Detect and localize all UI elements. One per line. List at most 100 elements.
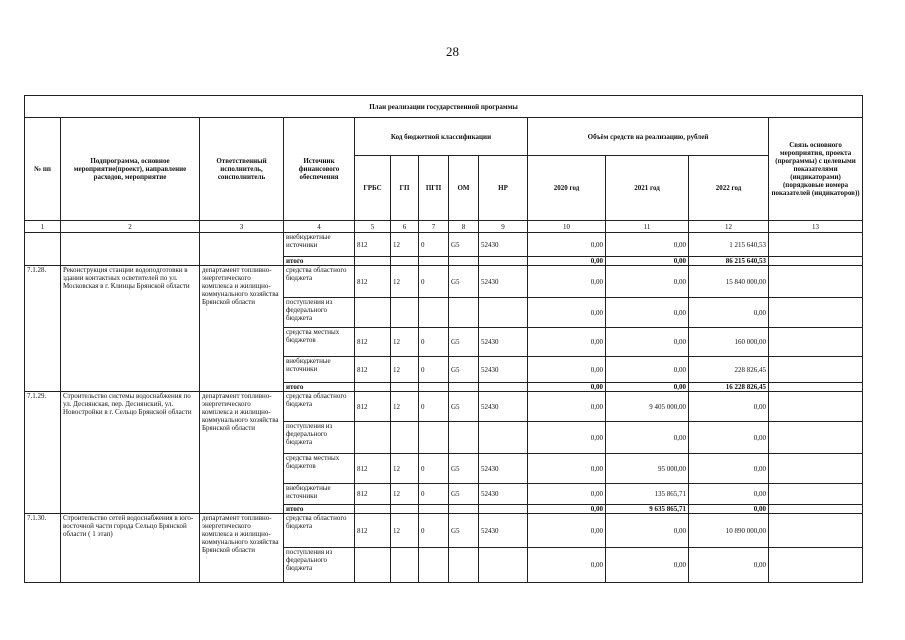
amount-cell: 1 215 640,53 bbox=[688, 232, 769, 257]
code-cell bbox=[418, 421, 449, 454]
source-cell: итого bbox=[283, 504, 355, 514]
code-cell: 12 bbox=[390, 453, 419, 484]
code-cell: 12 bbox=[390, 327, 419, 357]
code-cell: 52430 bbox=[478, 483, 528, 505]
source-cell: средства областного бюджета bbox=[283, 265, 355, 298]
link-cell bbox=[767, 327, 864, 357]
amount-cell: 0,00 bbox=[527, 265, 606, 298]
code-cell bbox=[478, 547, 528, 583]
plan-table: План реализации государственной программ… bbox=[23, 95, 864, 583]
item-name bbox=[60, 232, 200, 266]
header-cell: 2021 год bbox=[605, 155, 689, 221]
code-cell bbox=[418, 382, 449, 392]
executor: департамент топливно-энергетического ком… bbox=[199, 265, 284, 392]
code-cell: 52430 bbox=[478, 356, 528, 383]
amount-cell: 0,00 bbox=[605, 382, 689, 392]
header-cell: ГП bbox=[390, 155, 419, 221]
code-cell: G5 bbox=[448, 453, 479, 484]
code-cell bbox=[478, 382, 528, 392]
code-cell: 12 bbox=[390, 483, 419, 505]
header-cell: Подпрограмма, основное мероприятие(проек… bbox=[60, 117, 200, 221]
code-cell: 0 bbox=[418, 513, 449, 548]
amount-cell: 0,00 bbox=[527, 232, 606, 257]
header-cell: Код бюджетной классификации bbox=[354, 117, 528, 156]
column-number: 2 bbox=[60, 220, 200, 233]
code-cell bbox=[478, 297, 528, 328]
amount-cell: 15 840 000,00 bbox=[688, 265, 769, 298]
source-cell: внебюджетные источники bbox=[283, 483, 355, 505]
executor: департамент топливно-энергетического ком… bbox=[199, 513, 284, 583]
header-cell: № пп bbox=[24, 117, 61, 221]
column-number: 3 bbox=[199, 220, 284, 233]
source-cell: поступления из федерального бюджета bbox=[283, 547, 355, 583]
column-number: 9 bbox=[478, 220, 528, 233]
amount-cell: 0,00 bbox=[605, 327, 689, 357]
header-cell: Связь основного мероприятия, проекта (пр… bbox=[767, 117, 864, 221]
amount-cell: 0,00 bbox=[527, 483, 606, 505]
code-cell bbox=[478, 504, 528, 514]
link-cell bbox=[767, 547, 864, 583]
link-cell bbox=[767, 513, 864, 548]
code-cell: G5 bbox=[448, 356, 479, 383]
amount-cell: 0,00 bbox=[605, 256, 689, 266]
source-cell: внебюджетные источники bbox=[283, 232, 355, 257]
code-cell bbox=[390, 547, 419, 583]
code-cell bbox=[390, 297, 419, 328]
code-cell bbox=[390, 256, 419, 266]
source-cell: средства областного бюджета bbox=[283, 391, 355, 422]
code-cell: 0 bbox=[418, 391, 449, 422]
code-cell: 0 bbox=[418, 265, 449, 298]
item-name: Строительство системы водоснабжения по у… bbox=[60, 391, 200, 514]
amount-cell: 0,00 bbox=[527, 504, 606, 514]
code-cell bbox=[448, 504, 479, 514]
code-cell bbox=[418, 256, 449, 266]
link-cell bbox=[767, 265, 864, 298]
amount-cell: 0,00 bbox=[688, 297, 769, 328]
header-cell: Ответственный исполнитель, соисполнитель bbox=[199, 117, 284, 221]
header-cell: ОМ bbox=[448, 155, 479, 221]
code-cell bbox=[390, 382, 419, 392]
amount-cell: 0,00 bbox=[527, 547, 606, 583]
code-cell: 52430 bbox=[478, 453, 528, 484]
code-cell: G5 bbox=[448, 483, 479, 505]
code-cell bbox=[448, 382, 479, 392]
column-number: 5 bbox=[354, 220, 391, 233]
column-number: 7 bbox=[418, 220, 449, 233]
code-cell: 0 bbox=[418, 327, 449, 357]
code-cell: 12 bbox=[390, 391, 419, 422]
amount-cell: 9 635 865,71 bbox=[605, 504, 689, 514]
amount-cell: 0,00 bbox=[688, 483, 769, 505]
code-cell bbox=[418, 547, 449, 583]
link-cell bbox=[767, 256, 864, 266]
code-cell: 812 bbox=[354, 232, 391, 257]
header-cell: НР bbox=[478, 155, 528, 221]
code-cell bbox=[390, 421, 419, 454]
code-cell: 0 bbox=[418, 356, 449, 383]
code-cell: 52430 bbox=[478, 327, 528, 357]
code-cell: 812 bbox=[354, 356, 391, 383]
source-cell: средства местных бюджетов bbox=[283, 327, 355, 357]
header-cell: 2022 год bbox=[688, 155, 769, 221]
column-number: 10 bbox=[527, 220, 606, 233]
header-cell: 2020 год bbox=[527, 155, 606, 221]
source-cell: внебюджетные источники bbox=[283, 356, 355, 383]
link-cell bbox=[767, 483, 864, 505]
amount-cell: 0,00 bbox=[605, 297, 689, 328]
item-name: Строительство сетей водоснабжения в юго-… bbox=[60, 513, 200, 583]
column-number: 8 bbox=[448, 220, 479, 233]
code-cell: G5 bbox=[448, 391, 479, 422]
amount-cell: 0,00 bbox=[688, 391, 769, 422]
table-row: поступления из федерального бюджета 0,00 0… bbox=[25, 547, 864, 583]
header-cell: Объём средств на реализацию, рублей bbox=[527, 117, 769, 156]
code-cell bbox=[418, 504, 449, 514]
code-cell: 12 bbox=[390, 232, 419, 257]
code-cell: G5 bbox=[448, 327, 479, 357]
code-cell: 812 bbox=[354, 391, 391, 422]
amount-cell: 16 228 826,45 bbox=[688, 382, 769, 392]
code-cell bbox=[478, 421, 528, 454]
amount-cell: 0,00 bbox=[605, 547, 689, 583]
amount-cell: 0,00 bbox=[527, 382, 606, 392]
amount-cell: 0,00 bbox=[527, 513, 606, 548]
column-number: 6 bbox=[390, 220, 419, 233]
